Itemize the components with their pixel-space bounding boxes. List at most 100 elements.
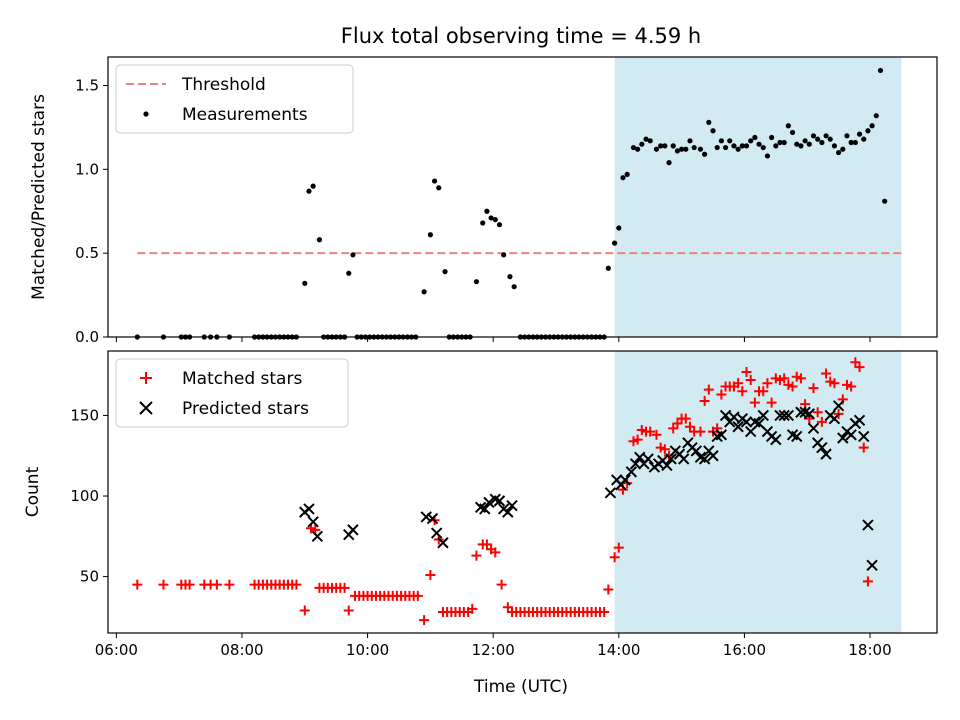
observing-span-shade bbox=[614, 57, 902, 337]
measurement-point bbox=[710, 128, 716, 134]
x-tick-label: 16:00 bbox=[723, 641, 766, 659]
matched-star-point bbox=[749, 397, 760, 408]
predicted-star-point bbox=[828, 412, 841, 425]
predicted-star-point bbox=[483, 496, 495, 509]
predicted-star-point bbox=[437, 537, 449, 549]
matched-star-point bbox=[795, 373, 806, 384]
measurement-point bbox=[302, 280, 308, 286]
x-tick-label: 06:00 bbox=[95, 641, 138, 659]
measurement-point bbox=[760, 144, 766, 151]
measurement-point bbox=[856, 131, 863, 137]
predicted-star-point bbox=[303, 503, 315, 515]
x-tick-label: 12:00 bbox=[472, 641, 515, 659]
measurement-point bbox=[869, 123, 875, 129]
measurement-point bbox=[769, 134, 775, 141]
matched-star-point bbox=[645, 426, 656, 437]
measurement-point bbox=[752, 134, 758, 141]
predicted-star-point bbox=[506, 499, 518, 512]
panel-bottom: 06:00 08:00 10:00 12:00 14:00 16:00 18:00 50 100… bbox=[23, 350, 938, 659]
measurement-point bbox=[639, 141, 645, 147]
measurement-point bbox=[806, 141, 812, 147]
measurement-point bbox=[735, 146, 741, 152]
matched-star-point bbox=[699, 395, 710, 406]
measurement-point bbox=[427, 232, 433, 238]
measurement-point bbox=[679, 146, 685, 152]
matched-star-point bbox=[490, 547, 501, 558]
predicted-star-point bbox=[642, 453, 654, 465]
predicted-star-point bbox=[426, 512, 439, 525]
measurement-point bbox=[739, 143, 745, 149]
measurement-point bbox=[756, 141, 762, 147]
predicted-star-point bbox=[782, 409, 795, 422]
matched-star-point bbox=[412, 590, 423, 601]
measurement-point bbox=[743, 143, 750, 149]
measurement-point bbox=[653, 146, 660, 152]
measurement-point bbox=[658, 143, 664, 149]
matched-star-point bbox=[716, 389, 727, 400]
measurement-point bbox=[819, 139, 825, 146]
measurement-point bbox=[722, 144, 729, 151]
legend: Threshold Measurements bbox=[115, 64, 354, 134]
matched-star-point bbox=[613, 542, 624, 553]
measurement-point bbox=[666, 160, 672, 166]
y-axis-label: Count bbox=[23, 466, 43, 517]
matched-star-point bbox=[816, 416, 827, 427]
measurement-point bbox=[865, 128, 871, 134]
measurement-point bbox=[777, 139, 783, 146]
observing-span-shade bbox=[614, 351, 902, 633]
chart-title: Flux total observing time = 4.59 h bbox=[341, 24, 701, 48]
matched-star-point bbox=[425, 569, 436, 580]
measurement-point bbox=[844, 133, 850, 139]
matched-star-point bbox=[299, 605, 310, 616]
measurement-point bbox=[605, 265, 611, 271]
measurement-point bbox=[697, 146, 704, 152]
legend-matched-swatch bbox=[140, 372, 152, 384]
measurement-point bbox=[350, 252, 356, 258]
measurement-point bbox=[501, 252, 507, 258]
predicted-star-point bbox=[665, 453, 677, 465]
matched-star-point bbox=[808, 383, 819, 394]
matched-star-point bbox=[599, 607, 610, 618]
measurement-point bbox=[662, 143, 668, 149]
matched-star-point bbox=[758, 386, 769, 397]
predicted-star-point bbox=[791, 430, 803, 443]
predicted-star-point bbox=[311, 530, 324, 543]
measurement-point bbox=[802, 138, 808, 144]
predicted-star-point bbox=[307, 516, 319, 528]
legend-box bbox=[115, 358, 349, 428]
measurement-point bbox=[702, 151, 708, 157]
predicted-star-point bbox=[619, 474, 631, 486]
measurement-point bbox=[436, 185, 442, 191]
y-tick-label: 150 bbox=[70, 406, 99, 424]
predicted-star-point bbox=[820, 448, 832, 460]
matched-star-point bbox=[829, 378, 840, 389]
predicted-star-point bbox=[774, 409, 786, 422]
matched-star-point bbox=[632, 434, 643, 445]
predicted-star-point bbox=[677, 453, 690, 465]
measurement-point bbox=[714, 144, 720, 151]
predicted-star-point bbox=[816, 441, 828, 454]
predicted-star-point bbox=[715, 429, 728, 441]
measurement-point bbox=[882, 198, 888, 204]
predicted-star-point bbox=[625, 466, 638, 478]
predicted-star-point bbox=[430, 527, 443, 539]
measurement-point bbox=[785, 123, 791, 129]
matched-star-point bbox=[496, 579, 507, 590]
matched-star-point bbox=[339, 582, 350, 593]
measurement-point bbox=[306, 188, 312, 194]
legend-box bbox=[115, 64, 354, 134]
matched-star-point bbox=[862, 576, 873, 587]
legend-label: Measurements bbox=[182, 105, 308, 125]
predicted-star-point bbox=[493, 495, 506, 507]
measurement-point bbox=[643, 136, 649, 142]
measurement-point bbox=[781, 139, 787, 146]
predicted-star-point bbox=[862, 519, 874, 531]
measurement-point bbox=[831, 143, 838, 149]
predicted-star-point bbox=[807, 422, 820, 435]
measurement-point bbox=[731, 143, 737, 149]
predicted-star-point bbox=[661, 459, 673, 472]
measurement-point bbox=[620, 175, 626, 181]
predicted-star-point bbox=[732, 421, 744, 433]
y-axis-label: Matched/Predicted stars bbox=[29, 94, 49, 300]
